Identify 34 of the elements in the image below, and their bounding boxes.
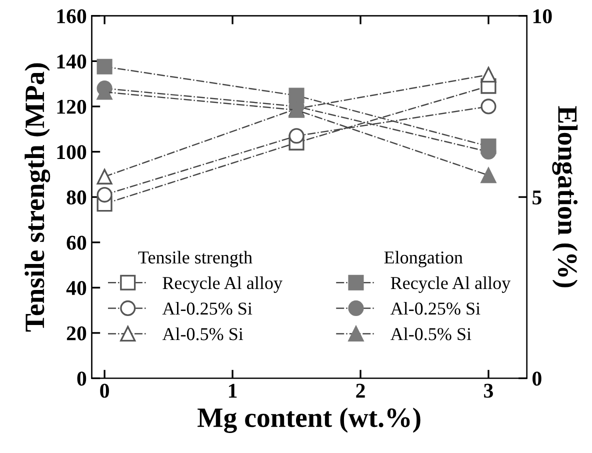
- y-tick-label: 0: [77, 372, 86, 386]
- legend-label: Al-0.5% Si: [390, 328, 472, 340]
- text: Tensile strength: [138, 250, 252, 268]
- legend-label: Recycle Al alloy: [390, 276, 511, 293]
- y-tick-label: 80: [66, 190, 86, 204]
- y-tick-label: 140: [57, 54, 86, 69]
- point: [480, 66, 496, 83]
- y2-tick-label: 0: [532, 372, 542, 386]
- x-tick-label: 2: [356, 384, 365, 398]
- y2-tick-label: 10: [533, 9, 552, 24]
- x-axis-title: Mg content (wt.%): [198, 408, 420, 433]
- legend-label: Recycle Al alloy: [162, 276, 282, 293]
- point: [96, 58, 112, 74]
- point: [96, 168, 112, 184]
- x-tick-label: 0: [100, 384, 109, 398]
- y-tick-label: 60: [66, 236, 86, 250]
- x-tick-label: 1: [228, 384, 237, 398]
- point: [480, 168, 496, 184]
- point: [288, 128, 304, 144]
- y-tick-label: 40: [66, 281, 86, 296]
- legend-label: Al-0.25% Si: [390, 302, 480, 315]
- y-tick-label: 100: [57, 145, 86, 160]
- y-tick-label: 120: [57, 100, 86, 114]
- y2-tick-label: 5: [532, 190, 542, 204]
- y2-axis-title: Elongation (%): [552, 106, 578, 288]
- point: [480, 98, 496, 114]
- legend-label: Al-0.5% Si: [162, 328, 244, 340]
- y-axis-title: Tensile strength (MPa): [24, 63, 50, 332]
- y-tick-label: 160: [57, 9, 86, 24]
- legend-label: Al-0.25% Si: [162, 302, 252, 315]
- x-tick-label: 3: [484, 384, 493, 398]
- text: Elongation: [384, 250, 463, 268]
- point: [96, 187, 112, 203]
- y-tick-label: 20: [66, 326, 86, 340]
